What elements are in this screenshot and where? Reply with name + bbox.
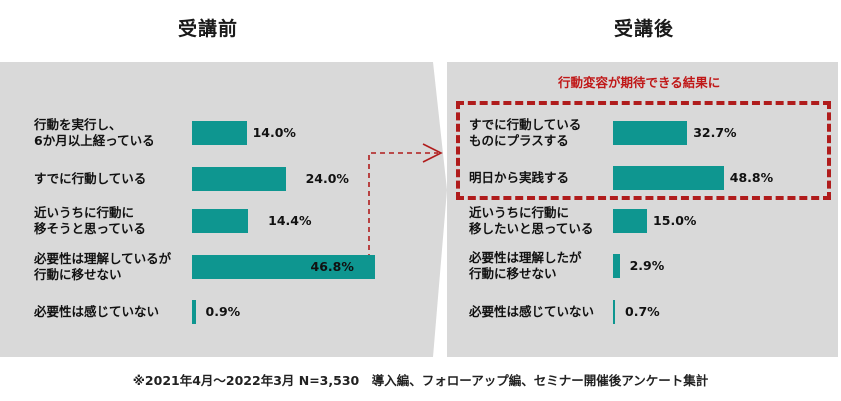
before-category-label: 行動を実行し、 6か月以上経っている [34,117,155,148]
before-value-label: 14.4% [268,213,312,228]
after-category-label: 必要性は理解したが 行動に移せない [469,250,582,281]
after-value-label: 15.0% [653,213,697,228]
after-category-label: 近いうちに行動に 移したいと思っている [469,205,594,236]
before-panel-title: 受講前 [177,18,238,40]
after-bar [613,166,724,190]
after-panel-title: 受講後 [613,18,674,40]
before-bar [192,167,286,191]
after-category-label: 必要性は感じていない [469,304,595,319]
before-value-label: 46.8% [310,259,354,274]
after-value-label: 0.7% [625,304,660,319]
before-category-label: 近いうちに行動に 移そうと思っている [34,205,146,236]
highlight-box [456,101,831,200]
before-category-label: 必要性は感じていない [34,304,160,319]
footnote: ※2021年4月～2022年3月 N=3,530 導入編、フォローアップ編、セミ… [132,373,709,388]
after-bar [613,254,620,278]
before-bar [192,255,375,279]
before-value-label: 14.0% [252,125,296,140]
after-bar [613,121,688,145]
panel-chevron [413,62,447,357]
before-category-label: 必要性は理解しているが 行動に移せない [34,251,172,282]
connector-arrowhead [422,143,443,163]
after-value-label: 2.9% [629,258,665,273]
before-value-label: 24.0% [305,171,349,186]
connector-line [368,152,438,268]
before-bar [192,121,247,145]
after-category-label: 明日から実践する [469,170,570,185]
after-value-label: 48.8% [729,170,774,185]
after-bar [613,300,615,324]
before-bar [192,300,196,324]
after-annotation: 行動変容が期待できる結果に [558,75,721,90]
before-category-label: すでに行動している [34,171,147,186]
after-bar [613,209,648,233]
after-value-label: 32.7% [693,125,737,140]
after-category-label: すでに行動している ものにプラスする [469,117,582,148]
before-bar [192,209,249,233]
before-value-label: 0.9% [205,304,241,319]
